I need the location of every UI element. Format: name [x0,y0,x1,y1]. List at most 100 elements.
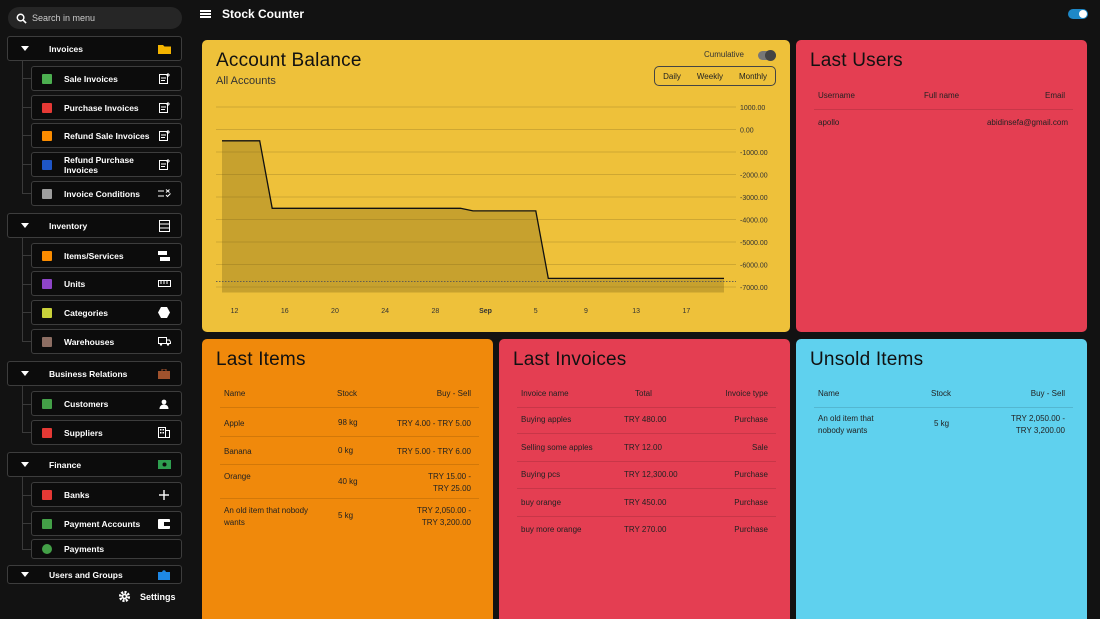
caret-down-icon [21,371,29,376]
theme-toggle[interactable] [1068,9,1088,19]
stock-cell: 0 kg [338,446,354,455]
sidebar-item-refund-purchase-invoices[interactable]: Refund Purchase Invoices [31,152,182,177]
balance-chart: 1000.00 0.00 -1000.00 -2000.00 -3000.00 -4000… [216,105,768,315]
shapes-icon [42,307,52,318]
cash-icon [157,459,171,469]
sidebar-item-suppliers[interactable]: Suppliers [31,420,182,445]
column-header: Name [818,389,840,398]
briefcase-icon [158,368,170,379]
sidebar-group-invoices[interactable]: Invoices [7,36,182,61]
tree-line [22,238,23,341]
name-cell: Apple [224,419,245,428]
sidebar-item-customers[interactable]: Customers [31,391,182,416]
sidebar-item-purchase-invoices[interactable]: Purchase Invoices [31,95,182,120]
stock-cell: 5 kg [338,511,354,520]
invoice-type-cell: Purchase [734,470,768,479]
invoice-name-cell: buy more orange [521,525,582,534]
series-area [222,140,724,293]
hexagon-icon [158,307,170,318]
menu-icon[interactable] [200,10,211,18]
invoice-icon [42,102,52,113]
card-title: Unsold Items [810,349,924,370]
x-tick-label: 20 [331,308,339,315]
invoice-name-cell: Buying apples [521,415,572,424]
stock-cell: 98 kg [338,418,358,427]
x-tick-label: 9 [584,308,588,315]
column-header: Name [224,389,246,398]
total-cell: TRY 12.00 [624,442,662,452]
cart-icon [42,250,52,261]
add-note-icon[interactable] [158,73,170,84]
group-icon [42,398,52,409]
card-title: Account Balance [216,50,362,71]
range-weekly-button[interactable]: Weekly [696,71,723,81]
sidebar-item-refund-sale-invoices[interactable]: Refund Sale Invoices [31,123,182,148]
tree-line [22,60,23,193]
sidebar-item-invoice-conditions[interactable]: Invoice Conditions [31,181,182,206]
sidebar-group-users-and-groups[interactable]: Users and Groups [7,565,182,584]
invoice-icon [42,73,52,84]
x-tick-label: 24 [381,308,389,315]
column-header: Buy - Sell [1030,389,1065,398]
price-cell: TRY 15.00 - TRY 25.00 [428,472,471,493]
settings-label: Settings [140,591,176,602]
column-header: Stock [337,389,358,398]
search-input[interactable] [32,13,172,23]
total-cell: TRY 480.00 [624,415,667,424]
column-header: Full name [924,91,960,100]
cumulative-toggle[interactable] [758,50,776,61]
range-selector: Daily Weekly Monthly [654,66,776,86]
y-tick-label: -1000.00 [740,150,768,157]
price-cell: TRY 5.00 - TRY 6.00 [397,447,471,456]
sidebar-item-sale-invoices[interactable]: Sale Invoices [31,66,182,91]
sidebar-item-items-services[interactable]: Items/Services [31,243,182,268]
card-title: Last Invoices [513,349,627,370]
sidebar-item-payment-accounts[interactable]: Payment Accounts [31,511,182,536]
app-title: Stock Counter [222,7,305,21]
wallet-icon [158,518,170,529]
y-tick-label: -2000.00 [740,173,768,180]
users-badge-icon [158,569,170,580]
sidebar-item-warehouses[interactable]: Warehouses [31,329,182,354]
factory-icon [42,427,52,438]
sidebar-group-inventory[interactable]: Inventory [7,213,182,238]
y-tick-label: -3000.00 [740,195,768,202]
last-invoices-card: Last Invoices Invoice name Total Invoice… [499,339,790,619]
sidebar-item-payments[interactable]: Payments [31,539,182,559]
plus-icon[interactable] [159,489,169,500]
range-monthly-button[interactable]: Monthly [738,71,767,81]
caret-down-icon [21,462,29,467]
sidebar-group-finance[interactable]: Finance [7,452,182,477]
total-cell: TRY 12,300.00 [624,470,678,479]
sidebar-item-banks[interactable]: Banks [31,482,182,507]
sidebar-group-business-relations[interactable]: Business Relations [7,361,182,386]
sidebar: Invoices Sale Invoices Purchase Invoices… [0,0,190,619]
ruler-icon [157,280,171,287]
series-line [222,140,724,280]
caret-down-icon [21,572,29,577]
card-subtitle: All Accounts [216,75,276,87]
invoice-type-cell: Purchase [734,525,768,534]
add-note-icon[interactable] [158,159,170,170]
bank-icon [42,489,52,500]
x-tick-label: 17 [682,308,690,315]
sidebar-item-categories[interactable]: Categories [31,300,182,325]
checklist-icon [157,188,171,197]
tree-line [22,386,23,433]
card-title: Last Users [810,50,903,71]
price-cell: TRY 2,050.00 - TRY 3,200.00 [417,506,471,527]
search-box[interactable] [8,7,182,29]
username-cell: apollo [818,118,840,127]
settings-button[interactable]: Settings [118,590,176,603]
column-header: Email [1044,91,1065,100]
name-cell: An old item that nobody wants [224,506,309,527]
add-note-icon[interactable] [158,130,170,141]
top-bar: Stock Counter [190,0,1100,28]
stack-icon [158,250,170,261]
x-tick-label: 16 [281,308,289,315]
truck-icon [157,337,171,346]
add-note-icon[interactable] [158,102,170,113]
sidebar-item-units[interactable]: Units [31,271,182,296]
range-daily-button[interactable]: Daily [663,71,681,81]
y-tick-label: -7000.00 [740,285,768,292]
